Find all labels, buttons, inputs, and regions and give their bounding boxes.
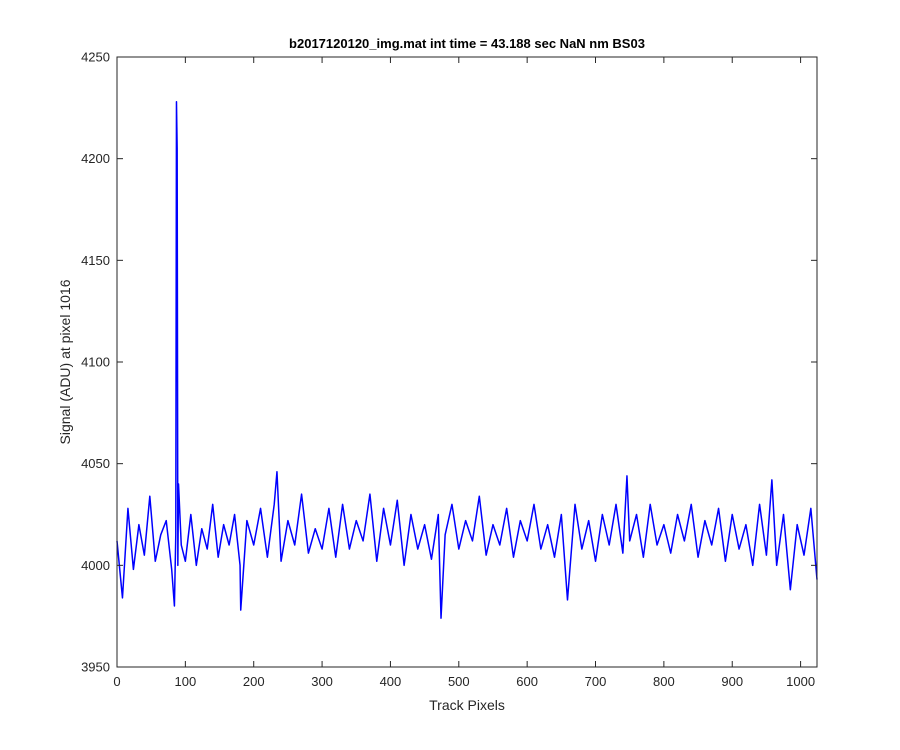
x-tick-label: 600 bbox=[516, 674, 538, 689]
x-tick-label: 0 bbox=[113, 674, 120, 689]
x-tick-label: 300 bbox=[311, 674, 333, 689]
y-tick-label: 4150 bbox=[81, 253, 110, 268]
x-tick-label: 1000 bbox=[786, 674, 815, 689]
y-tick-label: 4050 bbox=[81, 456, 110, 471]
x-tick-label: 800 bbox=[653, 674, 675, 689]
x-tick-label: 100 bbox=[175, 674, 197, 689]
y-axis-ticks: 3950 4000 4050 4100 4150 4200 4250 bbox=[81, 50, 817, 675]
y-tick-label: 4000 bbox=[81, 558, 110, 573]
x-tick-label: 700 bbox=[585, 674, 607, 689]
x-tick-label: 500 bbox=[448, 674, 470, 689]
x-tick-label: 200 bbox=[243, 674, 265, 689]
y-axis-label: Signal (ADU) at pixel 1016 bbox=[57, 279, 73, 444]
x-tick-label: 400 bbox=[380, 674, 402, 689]
x-axis-label: Track Pixels bbox=[429, 697, 505, 713]
chart-title: b2017120120_img.mat int time = 43.188 se… bbox=[289, 36, 645, 51]
y-tick-label: 4200 bbox=[81, 151, 110, 166]
y-tick-label: 4250 bbox=[81, 50, 110, 65]
plot-area bbox=[117, 57, 817, 667]
y-tick-label: 4100 bbox=[81, 355, 110, 370]
x-axis-ticks: 0 100 200 300 400 500 600 700 800 900 1000 bbox=[113, 57, 815, 689]
x-tick-label: 900 bbox=[721, 674, 743, 689]
y-tick-label: 3950 bbox=[81, 660, 110, 675]
series-line bbox=[116, 100, 818, 619]
